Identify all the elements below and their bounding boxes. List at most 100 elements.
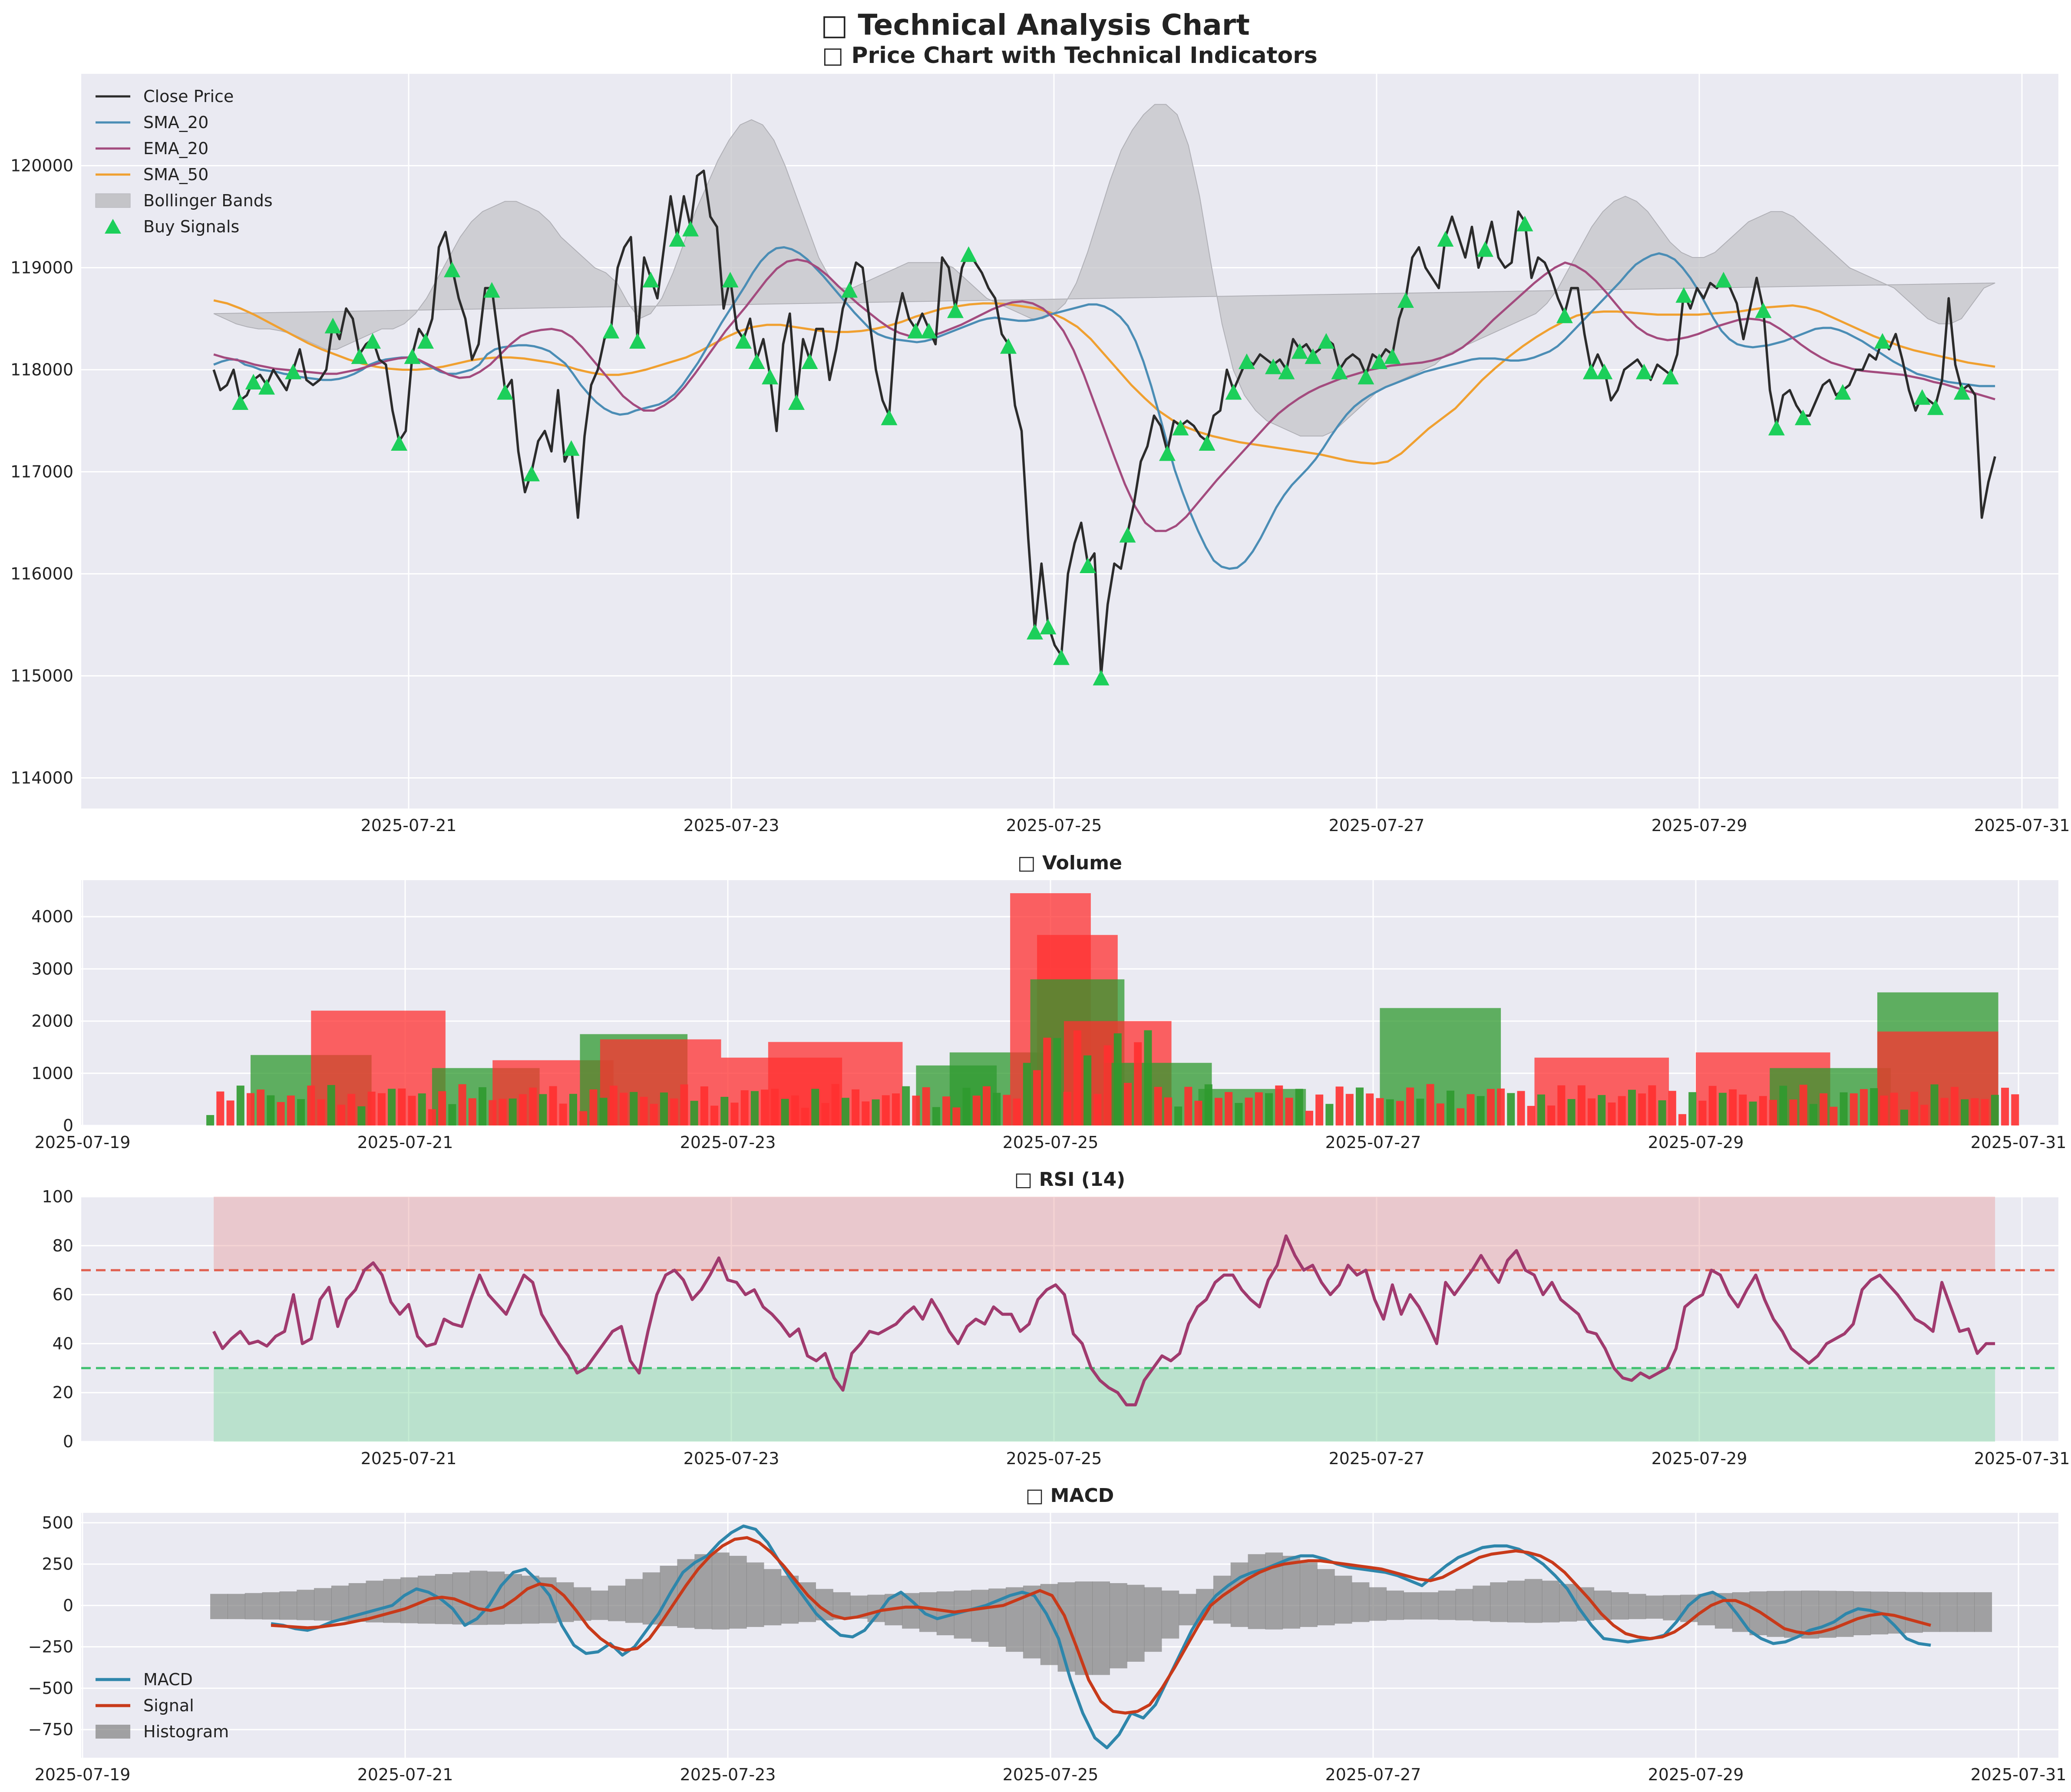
rsi-line — [212, 1234, 1995, 1406]
macd-histogram-bar — [1749, 1591, 1767, 1635]
volume-bar — [1860, 1089, 1868, 1125]
volume-bar — [1366, 1093, 1374, 1125]
legend-label: SMA_50 — [143, 165, 208, 184]
buy-signal-marker — [232, 394, 249, 410]
volume-bar — [519, 1094, 527, 1125]
panel-price: 114000 115000 116000 117000 118000 119000 1200… — [10, 43, 2070, 835]
volume-bar — [670, 1098, 678, 1125]
volume-bar — [962, 1088, 971, 1125]
buy-signal-marker — [1384, 348, 1401, 364]
y-tick-label: 117000 — [10, 462, 73, 482]
volume-bar — [862, 1101, 870, 1125]
volume-bar — [1830, 1106, 1838, 1125]
y-tick-label: 40 — [53, 1334, 73, 1353]
macd-histogram-bar — [712, 1552, 730, 1630]
volume-bar — [2001, 1088, 2009, 1125]
macd-histogram-bar — [1645, 1595, 1664, 1619]
volume-bar — [1447, 1090, 1455, 1125]
buy-signal-marker — [1331, 363, 1348, 380]
volume-bar — [1345, 1094, 1354, 1125]
panel-rsi: 0 20 40 60 80 100 2025-07-21 2025-07-23 2025-07-… — [42, 1168, 2070, 1468]
volume-bar — [1799, 1085, 1807, 1125]
volume-bar — [609, 1086, 618, 1125]
volume-bar — [509, 1098, 517, 1125]
legend-label: Bollinger Bands — [143, 191, 273, 210]
volume-bar — [337, 1105, 345, 1125]
volume-bar — [821, 1103, 829, 1125]
panel-volume: 0 1000 2000 3000 4000 2025-07-19 2025-07-21 202… — [31, 852, 2066, 1152]
macd-histogram-bar — [1057, 1582, 1076, 1672]
volume-bar — [499, 1099, 507, 1125]
volume-bar — [620, 1092, 628, 1125]
buy-signal-marker — [1874, 333, 1891, 349]
legend-label: Buy Signals — [143, 217, 239, 236]
volume-bar — [1214, 1098, 1222, 1125]
volume-bar — [1225, 1092, 1233, 1125]
volume-bar — [952, 1107, 961, 1125]
volume-bar — [1396, 1101, 1404, 1125]
buy-signal-marker — [642, 272, 659, 287]
x-tick-label: 2025-07-19 — [35, 1133, 131, 1152]
buy-signal-marker — [1040, 619, 1057, 634]
buy-signal-marker — [1358, 369, 1374, 385]
y-tick-label: 0 — [63, 1596, 73, 1615]
buy-signal-marker — [258, 379, 275, 395]
volume-bar — [1618, 1096, 1626, 1125]
x-tick-label: 2025-07-31 — [1974, 1449, 2070, 1468]
buy-signal-marker — [391, 435, 408, 451]
volume-bar — [2011, 1094, 2019, 1125]
y-tick-label: 1000 — [31, 1064, 73, 1083]
buy-signal-marker — [629, 333, 646, 349]
volume-bar — [428, 1109, 436, 1125]
panel-title-volume: □ Volume — [1017, 852, 1122, 874]
volume-bar — [1103, 1045, 1112, 1125]
volume-bar — [1991, 1095, 1999, 1125]
volume-bar — [1305, 1111, 1313, 1125]
macd-histogram-bar — [227, 1594, 245, 1619]
volume-bar — [1295, 1089, 1303, 1125]
volume-bar — [1325, 1104, 1334, 1125]
macd-histogram-bar — [1300, 1562, 1318, 1627]
chart-panels: 114000 115000 116000 117000 118000 119000 1200… — [10, 43, 2070, 1784]
volume-bar — [1356, 1087, 1364, 1125]
buy-signal-marker — [788, 394, 805, 410]
volume-bar — [1507, 1093, 1515, 1125]
plot-area-price — [81, 74, 2058, 809]
volume-bar — [317, 1099, 325, 1125]
price-legend: Close Price SMA_20 EMA_20 SMA_50 Bollinger B… — [95, 87, 273, 236]
volume-bar — [1940, 1098, 1949, 1125]
buy-signal-marker — [735, 333, 752, 349]
volume-bar — [1476, 1096, 1485, 1125]
volume-bar — [1910, 1092, 1919, 1125]
buy-signal-marker — [960, 246, 977, 262]
buy-signal-marker — [245, 374, 262, 389]
buy-signal-marker — [1159, 445, 1176, 461]
legend-swatch — [105, 219, 121, 234]
buy-signal-marker — [762, 369, 779, 385]
volume-bar — [831, 1084, 839, 1125]
macd-histogram-bar — [1040, 1584, 1058, 1665]
buy-signal-marker — [1582, 363, 1599, 380]
macd-histogram-bar — [1248, 1554, 1266, 1629]
volume-bar — [982, 1086, 991, 1125]
volume-bar — [771, 1089, 779, 1125]
buy-signal-marker — [417, 333, 434, 349]
buy-signal-marker — [1318, 333, 1334, 349]
volume-bar — [1981, 1099, 1989, 1125]
volume-bar — [932, 1107, 940, 1125]
volume-bar — [1497, 1088, 1505, 1125]
volume-bar — [1870, 1088, 1878, 1125]
volume-bar — [438, 1091, 446, 1125]
legend-label: SMA_20 — [143, 113, 208, 132]
macd-histogram-bar — [971, 1590, 989, 1642]
volume-bar — [1880, 1096, 1888, 1125]
volume-bar — [750, 1091, 759, 1125]
macd-histogram-bar — [1490, 1582, 1508, 1622]
volume-bar — [599, 1098, 608, 1125]
macd-histogram-bar — [1905, 1592, 1923, 1633]
buy-signal-marker — [1278, 363, 1295, 380]
volume-bar — [1648, 1085, 1656, 1125]
volume-bar — [1930, 1084, 1939, 1125]
macd-histogram-bar — [400, 1577, 419, 1624]
volume-bar — [216, 1091, 225, 1125]
